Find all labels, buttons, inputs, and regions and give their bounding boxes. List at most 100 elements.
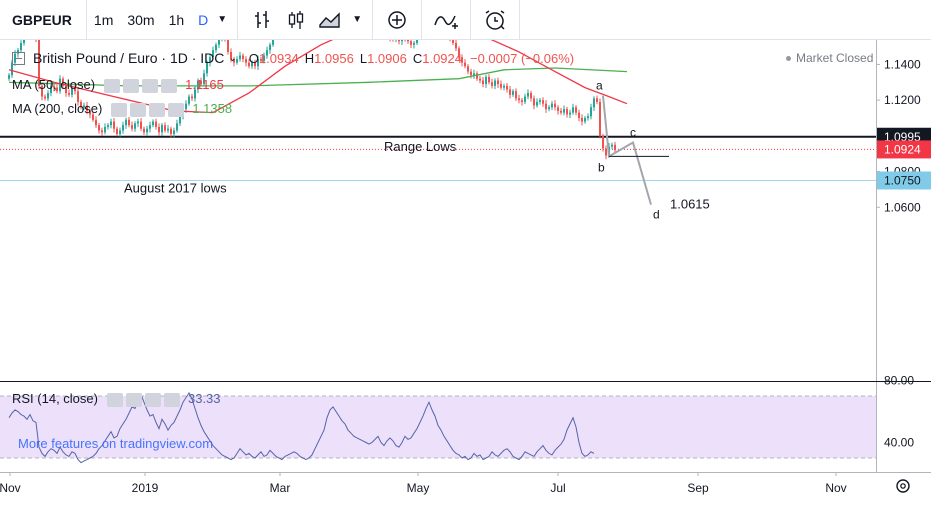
candle[interactable]: [590, 107, 592, 117]
rsi-label[interactable]: RSI (14, close): [12, 391, 98, 407]
candle[interactable]: [593, 98, 595, 108]
abcd-projection-line[interactable]: [602, 95, 652, 205]
candle[interactable]: [125, 119, 127, 126]
candle[interactable]: [74, 87, 76, 92]
candle[interactable]: [173, 130, 175, 135]
candle[interactable]: [158, 126, 160, 133]
candle[interactable]: [569, 112, 571, 115]
candle[interactable]: [239, 55, 241, 60]
candle[interactable]: [551, 103, 553, 108]
candle[interactable]: [215, 44, 217, 51]
candle[interactable]: [611, 144, 613, 147]
timeframe-30m[interactable]: 30m: [127, 11, 155, 28]
candle[interactable]: [536, 101, 538, 106]
candle[interactable]: [218, 37, 220, 45]
series-title[interactable]: British Pound / Euro · 1D · IDC: [33, 50, 225, 66]
ma50-more-icon[interactable]: [161, 78, 178, 93]
candle[interactable]: [122, 125, 124, 131]
compare-icon[interactable]: [426, 0, 466, 40]
ma200-label[interactable]: MA (200, close): [12, 101, 103, 117]
candle[interactable]: [452, 37, 454, 43]
candle[interactable]: [602, 135, 604, 149]
wave-c-label[interactable]: c: [630, 125, 636, 139]
candle[interactable]: [410, 41, 412, 45]
candle[interactable]: [455, 43, 457, 49]
candle[interactable]: [530, 93, 532, 99]
candle[interactable]: [44, 96, 46, 99]
candle[interactable]: [488, 76, 490, 83]
candle[interactable]: [107, 125, 109, 127]
timeframe-1m[interactable]: 1m: [93, 11, 114, 28]
candle[interactable]: [143, 128, 145, 133]
candle[interactable]: [542, 100, 544, 104]
candle[interactable]: [596, 98, 598, 102]
candle[interactable]: [506, 85, 508, 90]
candle[interactable]: [584, 118, 586, 122]
rsi-line[interactable]: [8, 391, 595, 464]
candle[interactable]: [269, 44, 271, 51]
candle[interactable]: [533, 98, 535, 106]
candle[interactable]: [266, 50, 268, 56]
timeframe-chevron-down-icon[interactable]: ▼: [217, 14, 228, 25]
candle[interactable]: [95, 119, 97, 126]
candle[interactable]: [89, 110, 91, 115]
ma50-remove-icon[interactable]: [142, 78, 159, 93]
candle[interactable]: [401, 35, 403, 42]
ma50-visibility-icon[interactable]: [104, 78, 121, 93]
candle[interactable]: [227, 39, 229, 52]
range-lows-label[interactable]: Range Lows: [384, 139, 457, 154]
candle[interactable]: [503, 85, 505, 88]
candle[interactable]: [134, 123, 136, 129]
candle[interactable]: [170, 128, 172, 135]
candle[interactable]: [497, 80, 499, 85]
candle[interactable]: [254, 62, 256, 67]
ma50-settings-icon[interactable]: [123, 78, 140, 93]
rsi-settings-icon[interactable]: [125, 392, 142, 407]
alert-icon[interactable]: [475, 0, 515, 40]
candle[interactable]: [47, 93, 49, 99]
candle[interactable]: [521, 100, 523, 102]
candle[interactable]: [86, 105, 88, 111]
candle[interactable]: [491, 82, 493, 86]
candle[interactable]: [62, 78, 64, 86]
candle[interactable]: [554, 103, 556, 108]
wave-a-label[interactable]: a: [596, 79, 603, 93]
candle[interactable]: [191, 96, 193, 99]
rsi-more-icon[interactable]: [163, 392, 180, 407]
collapse-legend-icon[interactable]: [12, 51, 25, 65]
candle[interactable]: [398, 37, 400, 42]
candle[interactable]: [161, 125, 163, 133]
candle[interactable]: [209, 57, 211, 63]
candle[interactable]: [8, 75, 10, 79]
ma200-visibility-icon[interactable]: [111, 102, 128, 117]
candle[interactable]: [599, 101, 601, 136]
candle[interactable]: [485, 76, 487, 85]
candle[interactable]: [185, 103, 187, 110]
chart-style-chevron-down-icon[interactable]: ▼: [352, 14, 363, 25]
candle[interactable]: [68, 93, 70, 95]
candle[interactable]: [137, 121, 139, 124]
ma200-more-icon[interactable]: [168, 102, 185, 117]
candle[interactable]: [614, 144, 616, 151]
ma200-remove-icon[interactable]: [149, 102, 166, 117]
candle[interactable]: [53, 85, 55, 88]
candle[interactable]: [566, 109, 568, 115]
candle[interactable]: [263, 55, 265, 61]
watermark[interactable]: More features on tradingview.com: [18, 436, 214, 451]
candle[interactable]: [575, 107, 577, 113]
candle[interactable]: [110, 121, 112, 126]
candle[interactable]: [119, 130, 121, 135]
candle[interactable]: [131, 125, 133, 129]
candle[interactable]: [128, 119, 130, 126]
candle[interactable]: [515, 91, 517, 99]
candle[interactable]: [494, 80, 496, 86]
candle[interactable]: [416, 35, 418, 43]
candle[interactable]: [461, 57, 463, 63]
candle[interactable]: [560, 110, 562, 113]
candle[interactable]: [98, 125, 100, 131]
candle[interactable]: [38, 39, 40, 86]
candle[interactable]: [557, 107, 559, 111]
wave-d-label[interactable]: d: [653, 208, 660, 222]
candle[interactable]: [605, 148, 607, 156]
candle[interactable]: [56, 87, 58, 92]
